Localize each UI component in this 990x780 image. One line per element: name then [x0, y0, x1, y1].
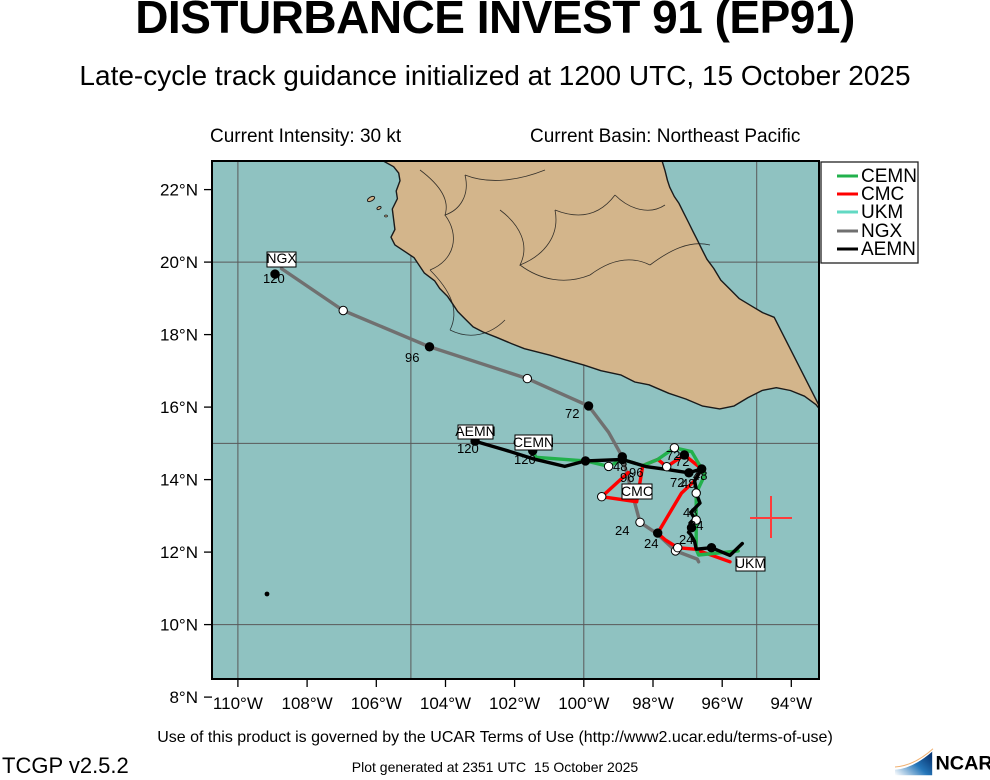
svg-text:102°W: 102°W: [489, 694, 540, 713]
svg-text:108°W: 108°W: [281, 694, 332, 713]
svg-text:104°W: 104°W: [420, 694, 471, 713]
svg-text:96: 96: [620, 470, 634, 485]
svg-text:12°N: 12°N: [160, 543, 198, 562]
svg-text:94°W: 94°W: [770, 694, 812, 713]
svg-text:72: 72: [675, 454, 689, 469]
svg-text:106°W: 106°W: [351, 694, 402, 713]
svg-text:CMC: CMC: [621, 483, 653, 499]
svg-text:120: 120: [514, 452, 536, 467]
svg-text:22°N: 22°N: [160, 181, 198, 200]
svg-text:96: 96: [405, 350, 419, 365]
svg-text:24: 24: [644, 536, 658, 551]
svg-text:14°N: 14°N: [160, 471, 198, 490]
svg-text:96°W: 96°W: [701, 694, 743, 713]
svg-text:UKM: UKM: [735, 555, 766, 571]
svg-text:18°N: 18°N: [160, 326, 198, 345]
svg-text:48: 48: [681, 476, 695, 491]
svg-text:10°N: 10°N: [160, 616, 198, 635]
svg-text:98°W: 98°W: [632, 694, 674, 713]
svg-text:120: 120: [457, 441, 479, 456]
svg-text:CEMN: CEMN: [513, 434, 554, 450]
svg-text:24: 24: [679, 532, 693, 547]
svg-text:72: 72: [565, 406, 579, 421]
svg-text:20°N: 20°N: [160, 253, 198, 272]
svg-text:UKM: UKM: [861, 202, 903, 223]
svg-text:24: 24: [689, 518, 703, 533]
svg-text:AEMN: AEMN: [861, 239, 916, 260]
svg-text:24: 24: [615, 523, 629, 538]
svg-text:8°N: 8°N: [169, 688, 198, 707]
svg-text:NGX: NGX: [266, 250, 297, 266]
svg-text:100°W: 100°W: [558, 694, 609, 713]
svg-text:16°N: 16°N: [160, 398, 198, 417]
svg-text:120: 120: [263, 271, 285, 286]
svg-text:110°W: 110°W: [213, 694, 263, 713]
svg-text:AEMN: AEMN: [455, 423, 495, 439]
